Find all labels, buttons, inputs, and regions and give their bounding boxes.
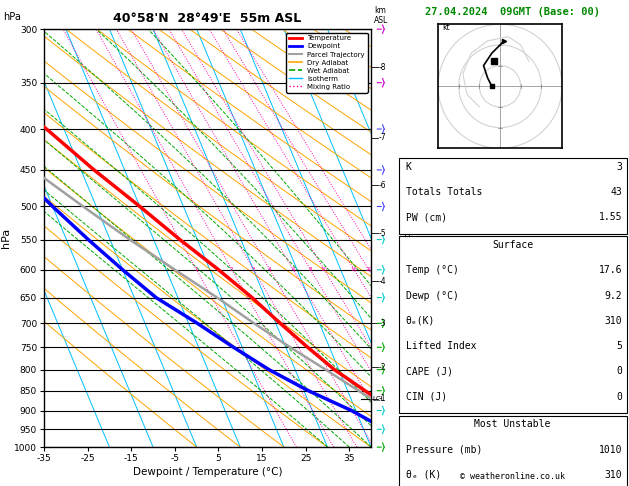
Text: 5: 5: [616, 341, 622, 351]
Text: 1.55: 1.55: [599, 212, 622, 222]
Text: 1: 1: [195, 267, 198, 272]
Text: 2: 2: [230, 267, 233, 272]
Text: 16: 16: [350, 267, 358, 272]
Text: 310: 310: [604, 316, 622, 326]
Text: Pressure (mb): Pressure (mb): [406, 445, 482, 454]
Text: -2: -2: [378, 363, 386, 372]
Text: CIN (J): CIN (J): [406, 392, 447, 401]
Text: 43: 43: [610, 187, 622, 197]
Text: θₑ (K): θₑ (K): [406, 470, 441, 480]
Text: Lifted Index: Lifted Index: [406, 341, 476, 351]
Text: 8: 8: [309, 267, 312, 272]
Text: 9.2: 9.2: [604, 291, 622, 300]
Text: -8: -8: [378, 63, 386, 72]
Text: hPa: hPa: [3, 12, 21, 22]
Text: -1: -1: [378, 394, 386, 403]
Text: θₑ(K): θₑ(K): [406, 316, 435, 326]
Text: Mixing Ratio (g/kg): Mixing Ratio (g/kg): [404, 198, 413, 278]
Text: 3: 3: [252, 267, 255, 272]
Text: -5: -5: [378, 229, 386, 238]
Text: 0: 0: [616, 392, 622, 401]
Text: K: K: [406, 162, 411, 172]
Text: CAPE (J): CAPE (J): [406, 366, 453, 376]
Text: © weatheronline.co.uk: © weatheronline.co.uk: [460, 472, 565, 481]
Text: Totals Totals: Totals Totals: [406, 187, 482, 197]
Text: 10: 10: [321, 267, 328, 272]
Text: 4: 4: [268, 267, 272, 272]
Text: -7: -7: [378, 133, 386, 142]
Text: 20: 20: [365, 267, 372, 272]
Text: 27.04.2024  09GMT (Base: 00): 27.04.2024 09GMT (Base: 00): [425, 7, 600, 17]
Bar: [399, 236, 626, 413]
Text: 1010: 1010: [599, 445, 622, 454]
Text: -3: -3: [378, 319, 386, 328]
Text: km
ASL: km ASL: [374, 5, 389, 25]
Bar: [399, 416, 626, 486]
Text: Dewp (°C): Dewp (°C): [406, 291, 459, 300]
Text: 17.6: 17.6: [599, 265, 622, 275]
Text: 3: 3: [616, 162, 622, 172]
Y-axis label: hPa: hPa: [1, 228, 11, 248]
Text: LCL: LCL: [373, 396, 385, 402]
Text: Temp (°C): Temp (°C): [406, 265, 459, 275]
Text: -6: -6: [378, 180, 386, 190]
Text: 310: 310: [604, 470, 622, 480]
Text: PW (cm): PW (cm): [406, 212, 447, 222]
Text: Surface: Surface: [492, 240, 533, 250]
Text: kt: kt: [442, 23, 450, 33]
Bar: [399, 158, 626, 234]
Legend: Temperature, Dewpoint, Parcel Trajectory, Dry Adiabat, Wet Adiabat, Isotherm, Mi: Temperature, Dewpoint, Parcel Trajectory…: [286, 33, 367, 93]
Text: 0: 0: [616, 366, 622, 376]
Text: 40°58'N  28°49'E  55m ASL: 40°58'N 28°49'E 55m ASL: [113, 12, 302, 25]
X-axis label: Dewpoint / Temperature (°C): Dewpoint / Temperature (°C): [133, 467, 282, 477]
Text: -4: -4: [378, 277, 386, 286]
Text: Most Unstable: Most Unstable: [474, 419, 551, 429]
Text: 6: 6: [291, 267, 295, 272]
